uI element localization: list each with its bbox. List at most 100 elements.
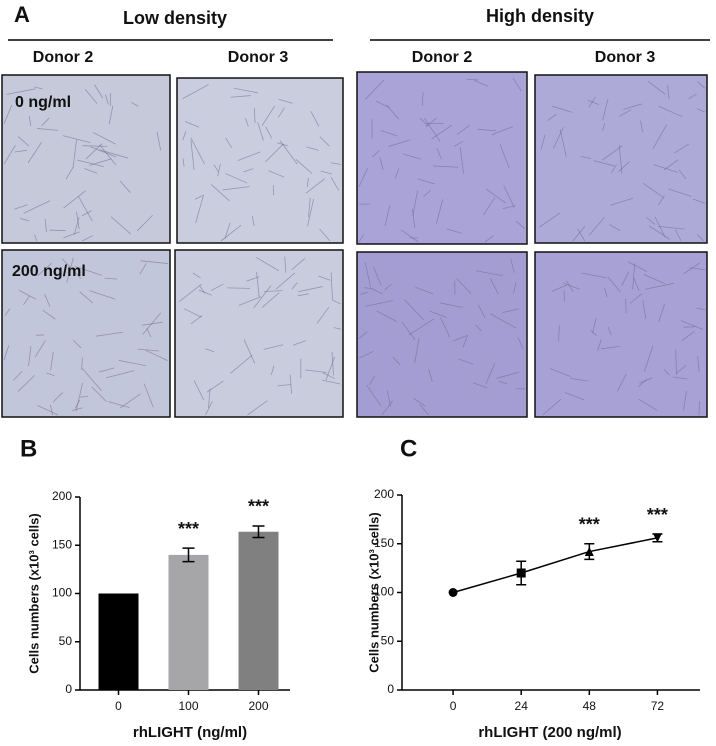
cell	[145, 349, 168, 361]
y-tick-label: 150	[52, 537, 72, 551]
cell	[482, 197, 496, 216]
cell	[692, 198, 706, 204]
cell	[587, 99, 600, 105]
cell	[358, 331, 368, 339]
cell	[17, 375, 35, 392]
cell	[73, 216, 80, 235]
cell	[319, 136, 330, 147]
cell	[265, 126, 273, 139]
cell	[486, 188, 506, 204]
cell	[190, 137, 205, 165]
cell	[384, 283, 392, 291]
x-tick-label: 0	[115, 699, 122, 713]
cell	[37, 404, 59, 416]
cell	[394, 168, 400, 179]
cell	[322, 379, 341, 385]
cell	[366, 384, 382, 406]
cell	[625, 298, 627, 313]
cell	[330, 177, 340, 191]
y-tick-label: 50	[59, 634, 73, 648]
cell	[423, 189, 432, 198]
cell	[604, 287, 608, 297]
cell	[364, 79, 385, 100]
cell	[278, 98, 293, 104]
donor-label: Donor 2	[33, 49, 94, 66]
cell	[473, 382, 488, 389]
cell	[364, 287, 373, 290]
cell	[237, 151, 261, 161]
x-tick-label: 72	[651, 699, 665, 713]
x-tick-label: 200	[248, 699, 268, 713]
cell	[675, 349, 677, 375]
cell	[428, 369, 433, 382]
cell	[194, 195, 203, 200]
cell	[66, 257, 74, 283]
cell	[99, 144, 117, 165]
cell	[265, 143, 284, 162]
cell	[44, 294, 51, 307]
cell	[375, 100, 390, 109]
cell	[82, 235, 94, 242]
cell	[640, 120, 644, 133]
cell	[34, 340, 46, 358]
micrograph	[534, 74, 708, 244]
row-label: 200 ng/ml	[12, 263, 86, 280]
cell	[678, 169, 687, 180]
cell	[484, 235, 495, 243]
cell	[697, 356, 700, 373]
cell	[419, 404, 430, 416]
cell	[110, 216, 131, 235]
cell	[607, 326, 612, 336]
cell	[642, 182, 664, 199]
cell	[289, 374, 293, 394]
cell	[381, 400, 394, 416]
cell	[119, 180, 131, 193]
cell	[638, 378, 648, 387]
cell	[581, 272, 607, 279]
cell	[65, 166, 74, 180]
cell	[275, 272, 296, 290]
cell	[28, 346, 32, 367]
cell	[550, 368, 571, 377]
cell	[542, 398, 562, 416]
cell	[564, 392, 585, 401]
cell	[264, 290, 283, 292]
cell	[270, 365, 275, 375]
cell	[379, 157, 384, 171]
cell	[609, 224, 621, 232]
cell	[386, 104, 399, 120]
micrograph	[176, 77, 344, 244]
cell	[372, 150, 380, 158]
cell	[279, 140, 298, 165]
cell	[62, 135, 91, 144]
group-title: High density	[486, 6, 594, 26]
cell	[489, 277, 499, 295]
cell	[380, 130, 398, 137]
cell	[413, 397, 426, 407]
cell	[477, 304, 486, 319]
cell	[376, 310, 397, 322]
cell	[658, 105, 683, 117]
cell	[388, 139, 411, 147]
cell	[459, 146, 464, 174]
cell	[74, 399, 81, 409]
cell	[696, 108, 705, 113]
cell	[205, 401, 213, 416]
cell	[498, 381, 508, 385]
cell	[454, 141, 464, 147]
cell	[683, 390, 687, 411]
cell	[310, 111, 320, 127]
cell	[253, 285, 272, 309]
cell	[496, 371, 520, 379]
cell	[292, 340, 306, 346]
cell	[81, 210, 92, 217]
cell	[295, 158, 313, 175]
cell	[499, 144, 510, 169]
cell	[3, 145, 16, 165]
cell	[401, 321, 416, 340]
cell	[570, 377, 589, 382]
cell	[412, 190, 418, 217]
group-title: Low density	[123, 8, 227, 28]
cell	[75, 382, 83, 412]
cell	[306, 177, 309, 188]
